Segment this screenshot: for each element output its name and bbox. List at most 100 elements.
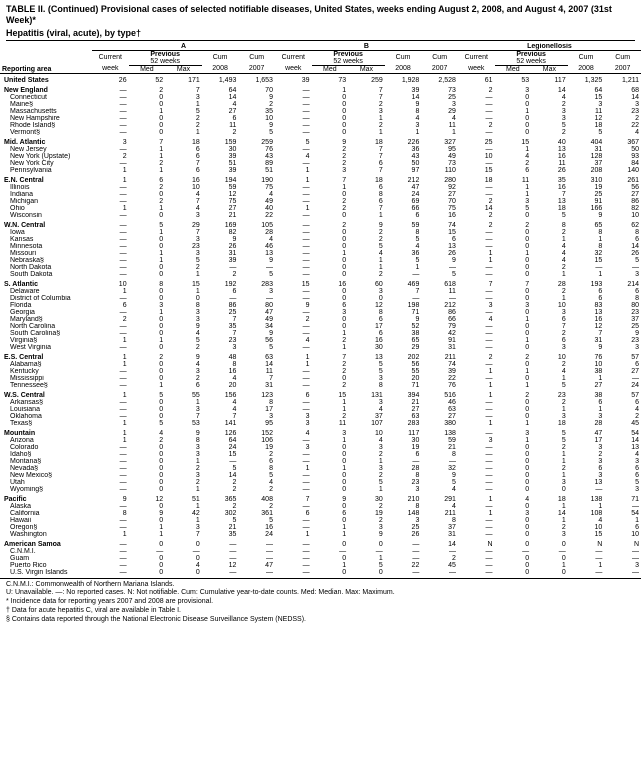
data-cell: — [275,122,312,129]
data-cell: 4 [604,451,641,458]
data-cell: 6 [165,153,202,160]
data-cell: 2 [348,236,385,243]
data-cell: — [458,288,495,295]
data-cell: 1 [348,486,385,493]
data-cell: 39 [202,153,239,160]
data-cell: 1 [495,316,532,323]
data-cell: — [275,250,312,257]
footnote-line: † Data for acute hepatitis C, viral are … [6,607,635,616]
data-cell: 37 [568,160,605,167]
data-cell: 10 [604,531,641,538]
table-body: United States26521711,4931,65339732591,9… [0,73,641,578]
data-cell: 208 [568,167,605,174]
data-cell: 5 [604,479,641,486]
footnote-line: U: Unavailable. —: No reported cases. N:… [6,589,635,598]
table-row: Utah—0224—05235—03135 [0,479,641,486]
data-cell: 1 [458,510,495,517]
data-cell: 2 [165,122,202,129]
data-cell: 4 [531,94,568,101]
table-row: E.N. Central1616194190171821228018113531… [0,174,641,184]
data-cell: 1 [531,562,568,569]
data-cell: 49 [238,316,275,323]
data-cell: — [604,503,641,510]
data-cell: 92 [421,184,458,191]
data-cell: 4 [421,503,458,510]
table-row: Arkansas§—0148—132146—0266 [0,399,641,406]
data-cell: 7 [129,136,166,146]
data-cell: — [92,122,129,129]
data-cell: 2 [458,122,495,129]
data-cell: — [92,486,129,493]
data-cell: 52 [385,323,422,330]
data-cell: 7 [495,278,532,288]
area-cell: New York City [0,160,92,167]
data-cell: 7 [202,330,239,337]
data-cell: 3 [312,167,349,174]
data-cell: 152 [238,427,275,437]
data-cell: 0 [129,413,166,420]
data-cell: 2 [312,198,349,205]
data-cell: 1 [531,458,568,465]
data-cell: 23 [385,479,422,486]
data-cell: 0 [312,271,349,278]
data-cell: 7 [275,493,312,503]
data-cell: 6 [165,146,202,153]
data-cell: 63 [238,351,275,361]
table-row: Wyoming§—0122—0134—00—3 [0,486,641,493]
data-cell: 1 [165,517,202,524]
data-cell: 16 [348,337,385,344]
data-cell: — [92,243,129,250]
area-cell: Missouri [0,250,92,257]
data-cell: 7 [238,375,275,382]
table-row: C.N.M.I.——————————————— [0,548,641,555]
data-cell: 3 [165,250,202,257]
data-cell: 0 [312,108,349,115]
data-cell: 43 [385,153,422,160]
data-cell: 47 [238,562,275,569]
data-cell: — [458,517,495,524]
data-cell: 2 [495,389,532,399]
data-cell: 1 [604,517,641,524]
table-row: South Carolina§—0479—163842—0279 [0,330,641,337]
area-cell: Mississippi [0,375,92,382]
data-cell: — [275,271,312,278]
data-cell: 2 [129,160,166,167]
data-cell: 1 [275,465,312,472]
hdr-cum2: Cum [238,50,275,65]
data-cell: 57 [604,389,641,399]
data-cell: 0 [495,569,532,579]
data-cell: 26 [92,73,129,84]
table-row: Missouri—133113—1436261143226 [0,250,641,257]
data-cell: 2 [531,524,568,531]
data-cell: 1 [275,361,312,368]
data-cell: 1 [531,271,568,278]
data-cell: 3 [165,368,202,375]
data-cell: 19 [568,184,605,191]
area-cell: New York (Upstate) [0,153,92,160]
data-cell: 3 [165,212,202,219]
data-cell: — [385,555,422,562]
data-cell: 43 [238,153,275,160]
area-cell: Colorado [0,444,92,451]
data-cell: — [275,243,312,250]
area-cell: Iowa [0,229,92,236]
data-cell: 11 [421,122,458,129]
data-cell: 5 [129,219,166,229]
data-cell: — [568,486,605,493]
data-cell: 14 [202,94,239,101]
area-cell: Wyoming§ [0,486,92,493]
data-cell: 0 [495,330,532,337]
data-cell: 1 [348,555,385,562]
data-cell: 11 [531,160,568,167]
data-cell: 16 [202,368,239,375]
data-cell: 64 [568,84,605,94]
data-cell: 19 [238,444,275,451]
data-cell: 17 [568,437,605,444]
data-cell: 0 [129,479,166,486]
data-cell: 19 [348,510,385,517]
data-cell: 192 [202,278,239,288]
data-cell: 8 [421,451,458,458]
data-cell: 14 [531,510,568,517]
data-cell: 0 [348,569,385,579]
data-cell: 55 [165,389,202,399]
